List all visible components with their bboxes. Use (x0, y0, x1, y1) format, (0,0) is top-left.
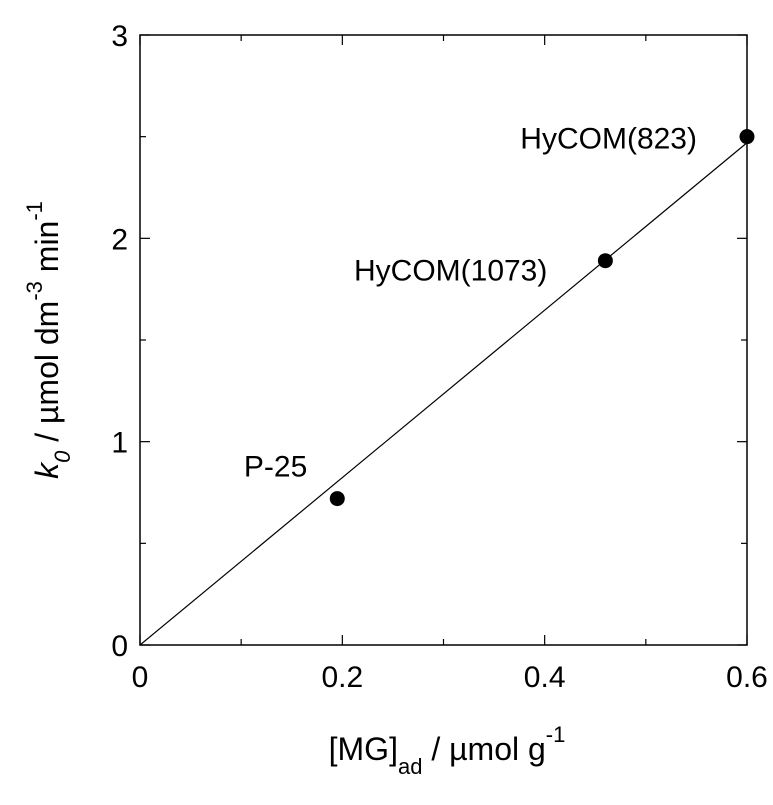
y-axis-label: k0 / µmol dm-3 min-1 (22, 201, 75, 479)
x-tick-label: 0.2 (321, 661, 363, 694)
data-point (597, 253, 613, 269)
data-points (329, 129, 755, 507)
data-point (739, 129, 755, 145)
y-axis-label-k-sub: 0 (50, 450, 75, 463)
fit-line (139, 142, 748, 646)
point-label: HyCOM(1073) (354, 255, 547, 288)
x-tick-label: 0.4 (524, 661, 566, 694)
point-label: HyCOM(823) (520, 123, 697, 156)
x-axis-label-main: [MG] (329, 731, 398, 767)
axis-ticks (139, 34, 748, 646)
x-axis-label-sub: ad (398, 754, 422, 779)
y-tick-label: 1 (111, 427, 128, 460)
data-point (329, 491, 345, 507)
x-axis-label-sup: -1 (546, 722, 566, 747)
y-axis-label-part1: / µmol dm (29, 301, 65, 451)
point-label: P-25 (244, 451, 307, 484)
x-tick-label: 0.6 (726, 661, 768, 694)
tick-labels: 0 0.2 0.4 0.6 0 1 2 3 (111, 20, 768, 694)
y-axis-label-sup1: -3 (22, 281, 47, 301)
point-labels: P-25 HyCOM(1073) HyCOM(823) (244, 123, 697, 484)
y-tick-label: 0 (111, 630, 128, 663)
x-axis-label-rest: / µmol g (422, 731, 545, 767)
y-tick-label: 3 (111, 20, 128, 53)
x-tick-label: 0 (132, 661, 149, 694)
x-axis-label: [MG]ad / µmol g-1 (329, 722, 566, 779)
y-axis-label-k: k (29, 461, 65, 479)
y-axis-label-part2: min (29, 221, 65, 281)
y-axis-label-sup2: -1 (22, 201, 47, 221)
y-tick-label: 2 (111, 223, 128, 256)
